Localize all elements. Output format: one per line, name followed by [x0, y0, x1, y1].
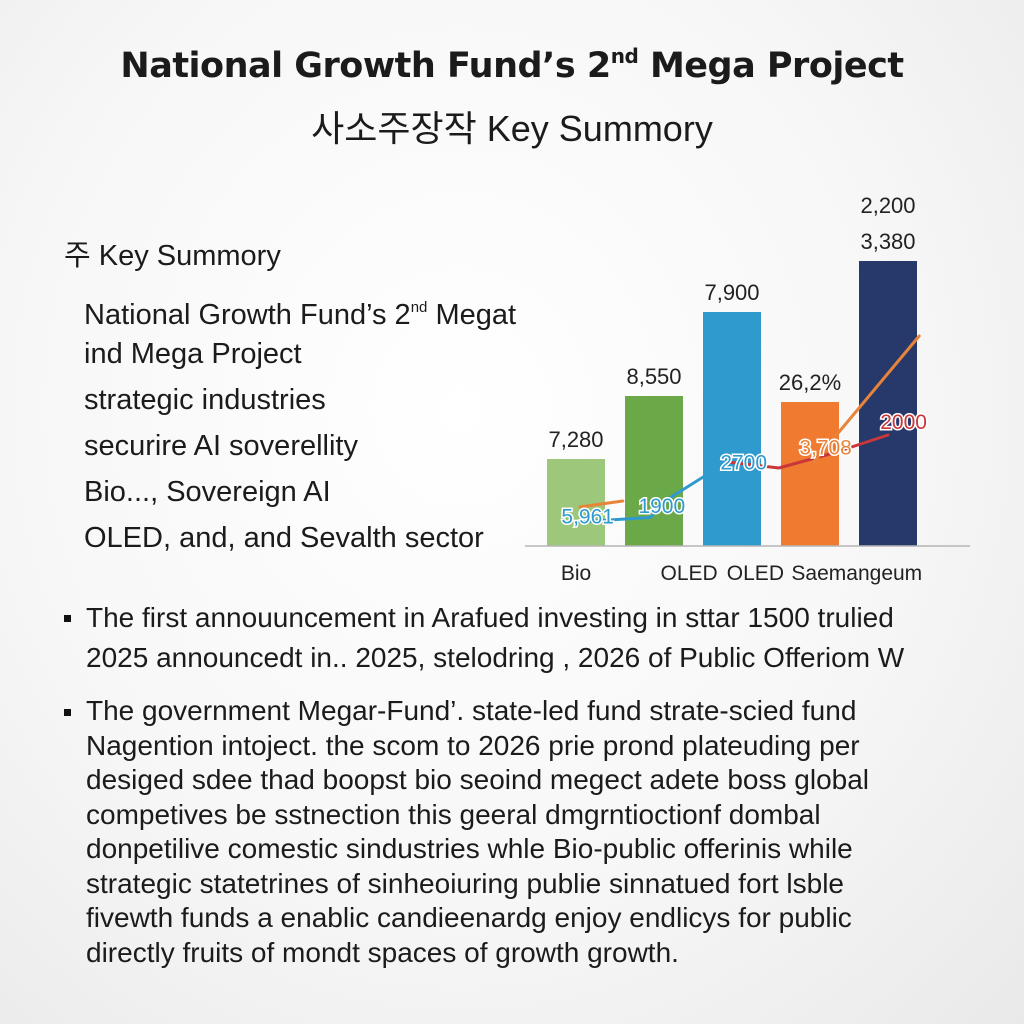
summary-line: National Growth Fund’s 2nd Megat [84, 290, 516, 336]
bar-value-label: 8,550 [626, 364, 681, 389]
chart-bar [859, 261, 917, 546]
summary-line-1b: Megat [427, 299, 517, 331]
summary-line: ind Mega Project [84, 338, 302, 370]
bar-value-label: 3,380 [860, 229, 915, 254]
bullet-line: Nagention intoject. the scom to 2026 pri… [86, 729, 860, 761]
chart-subtitle: 사소주장작 Key Summory [311, 108, 713, 149]
chart-bar [547, 459, 605, 546]
summary-line: strategic industries [84, 384, 326, 416]
data-label: 1900 [638, 495, 685, 518]
summary-list: National Growth Fund’s 2nd Megat ind Meg… [84, 290, 516, 566]
data-label: 2700 [720, 452, 767, 475]
bullet-line: fivewth funds a enablic candieenardg enj… [86, 902, 852, 933]
trend-line [574, 457, 734, 524]
x-tick-label: Saemangeum [791, 562, 922, 585]
bar-chart: 7,280 8,550 7,900 26,2% 3,380 2,200 Bio OLED OLE… [525, 193, 970, 585]
x-tick-label: OLED [661, 562, 718, 585]
title-main: National Growth Fund’s 2 [120, 46, 611, 86]
summary-line: OLED, and, and Sevalth sector [84, 522, 484, 554]
trend-line [578, 499, 625, 509]
data-label: 3,708 [799, 437, 852, 460]
title-end: Mega Project [638, 46, 904, 86]
x-tick-label: OLED [727, 562, 784, 585]
summary-line-1a: National Growth Fund’s 2 [84, 299, 411, 331]
bullet-line: strategic statetrines of sinheoiuring pu… [86, 867, 844, 899]
bullet-line: directly fruits of mondt spaces of growt… [86, 936, 679, 968]
bar-value-label: 26,2% [779, 370, 841, 395]
x-tick-label: Bio [561, 562, 591, 585]
trend-line [812, 334, 921, 464]
data-label: 5,961 [561, 506, 614, 529]
bar-value-label: 7,900 [704, 280, 759, 305]
summary-line-1-suffix: nd [410, 299, 428, 316]
chart-bar [781, 402, 839, 546]
bullet-marker-icon [64, 615, 71, 622]
summary-line: securire AI soverellity [84, 430, 358, 462]
chart-bar [625, 396, 683, 546]
bullet-line: competives be sstnection this geeral dmg… [86, 798, 821, 830]
bullet-line: The first annouuncement in Arafued inves… [86, 602, 894, 633]
bullet-line: donpetilive comestic sindustries whle Bi… [86, 833, 853, 864]
bar-value-label: 2,200 [860, 193, 915, 218]
bullet-text: The first annouuncement in Arafued inves… [86, 598, 904, 678]
bullet-line: desiged sdee thad boopst bio seoind mege… [86, 764, 870, 795]
title-ordinal-suffix: nd [610, 44, 639, 68]
bullet-text: The government Megar-Fund’. state-led fu… [86, 694, 869, 970]
bullet-line: The government Megar-Fund’. state-led fu… [86, 695, 857, 726]
trend-line [726, 433, 890, 470]
summary-line: Bio..., Sovereign AI [84, 476, 331, 508]
chart-bar [703, 312, 761, 546]
chart-title: National Growth Fund’s 2nd Mega Project [0, 44, 1024, 86]
data-label: 2000 [880, 411, 927, 434]
bar-value-label: 7,280 [548, 427, 603, 452]
bullet-line: 2025 announcedt in.. 2025, stelodring , … [86, 642, 905, 673]
bullet-marker-icon [64, 709, 71, 716]
summary-heading: 주 Key Summory [64, 240, 281, 272]
